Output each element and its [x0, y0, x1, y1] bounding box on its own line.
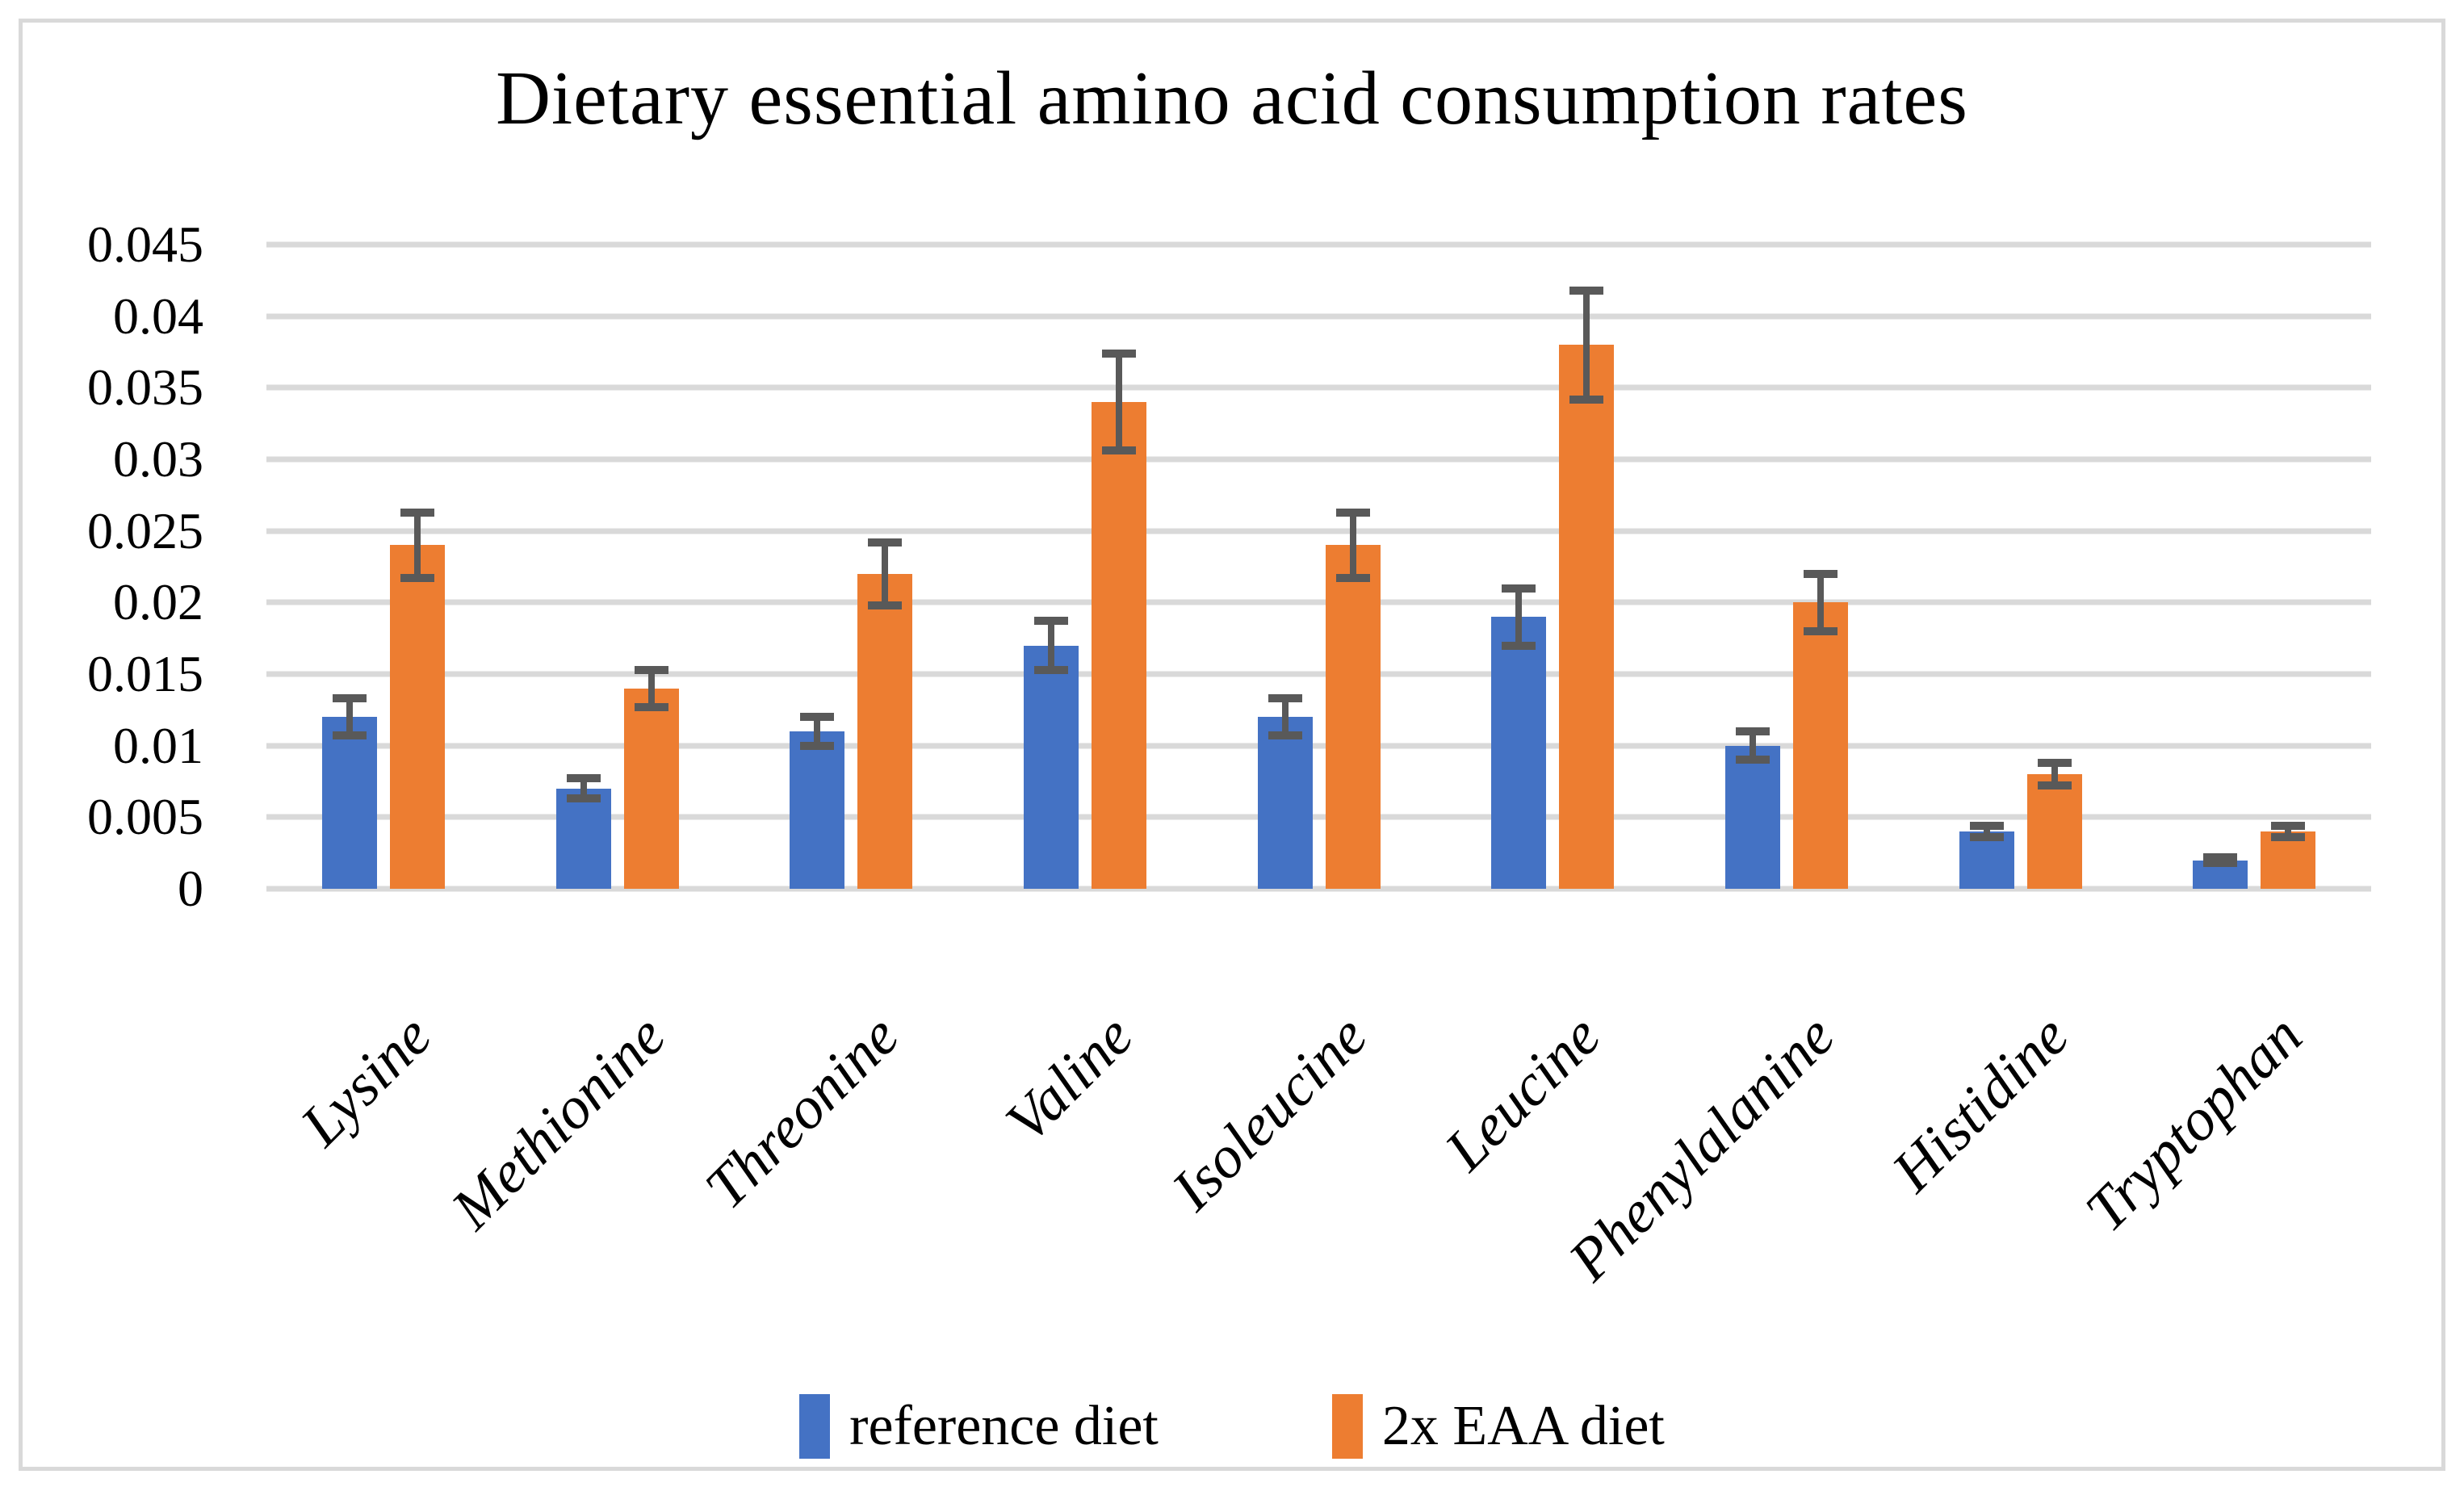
error-bar-isoleucine-2x-eaa-diet-lower-cap — [1335, 574, 1370, 583]
legend-swatch-2x-eaa-diet — [1331, 1394, 1363, 1459]
error-bar-valine-reference-diet — [1047, 621, 1054, 670]
error-bar-leucine-2x-eaa-diet — [1583, 290, 1590, 400]
y-axis-tick-0.035: 0.035 — [87, 358, 203, 417]
error-bar-phenylalanine-2x-eaa-diet-upper-cap — [1803, 569, 1838, 578]
error-bar-isoleucine-reference-diet-upper-cap — [1268, 694, 1302, 703]
error-bar-tryptophan-reference-diet-upper-cap — [2203, 852, 2238, 861]
error-bar-methionine-2x-eaa-diet-lower-cap — [634, 702, 668, 711]
error-bar-tryptophan-2x-eaa-diet-upper-cap — [2271, 821, 2306, 830]
error-bar-threonine-2x-eaa-diet-upper-cap — [868, 538, 903, 547]
gridline-0.045 — [266, 241, 2371, 248]
error-bar-threonine-2x-eaa-diet — [882, 542, 889, 605]
gridline-0.005 — [266, 814, 2371, 820]
error-bar-threonine-reference-diet — [814, 717, 821, 746]
error-bar-valine-reference-diet-lower-cap — [1033, 665, 1068, 674]
error-bar-methionine-reference-diet-lower-cap — [566, 794, 601, 803]
error-bar-leucine-2x-eaa-diet-lower-cap — [1569, 395, 1604, 404]
error-bar-histidine-2x-eaa-diet-upper-cap — [2037, 758, 2072, 767]
bar-valine-reference-diet — [1023, 645, 1079, 889]
error-bar-valine-2x-eaa-diet-upper-cap — [1101, 349, 1136, 358]
bar-leucine-reference-diet — [1491, 617, 1547, 889]
legend-item-reference-diet: reference diet — [799, 1394, 1159, 1459]
bar-isoleucine-2x-eaa-diet — [1325, 545, 1381, 889]
y-axis-tick-0.01: 0.01 — [113, 716, 203, 774]
gridline-0.035 — [266, 384, 2371, 391]
error-bar-isoleucine-2x-eaa-diet-upper-cap — [1335, 508, 1370, 517]
error-bar-tryptophan-reference-diet-lower-cap — [2203, 859, 2238, 868]
error-bar-lysine-reference-diet-lower-cap — [332, 731, 367, 740]
bar-phenylalanine-2x-eaa-diet — [1792, 602, 1848, 889]
bar-threonine-reference-diet — [790, 731, 845, 889]
error-bar-threonine-2x-eaa-diet-lower-cap — [868, 601, 903, 609]
error-bar-methionine-reference-diet-upper-cap — [566, 774, 601, 783]
error-bar-tryptophan-2x-eaa-diet-lower-cap — [2271, 833, 2306, 842]
error-bar-leucine-reference-diet-lower-cap — [1502, 641, 1536, 650]
y-axis-tick-0.03: 0.03 — [113, 430, 203, 488]
bar-leucine-2x-eaa-diet — [1559, 345, 1615, 889]
error-bar-lysine-reference-diet — [346, 698, 353, 736]
bar-isoleucine-reference-diet — [1257, 717, 1313, 889]
y-axis-tick-0: 0 — [178, 860, 203, 917]
error-bar-histidine-reference-diet — [1983, 825, 1990, 838]
y-axis-tick-0.04: 0.04 — [113, 287, 203, 345]
error-bar-methionine-reference-diet — [580, 778, 587, 799]
error-bar-isoleucine-reference-diet — [1281, 698, 1289, 736]
y-axis-tick-0.005: 0.005 — [87, 788, 203, 846]
error-bar-threonine-reference-diet-upper-cap — [800, 713, 835, 722]
legend-label-2x-eaa-diet: 2x EAA diet — [1381, 1395, 1665, 1457]
error-bar-tryptophan-2x-eaa-diet — [2285, 825, 2292, 838]
legend-swatch-reference-diet — [799, 1394, 831, 1459]
error-bar-lysine-2x-eaa-diet-upper-cap — [400, 508, 434, 517]
error-bar-valine-2x-eaa-diet-lower-cap — [1101, 446, 1136, 455]
error-bar-methionine-2x-eaa-diet-upper-cap — [634, 665, 668, 674]
error-bar-phenylalanine-reference-diet-lower-cap — [1735, 756, 1770, 764]
bar-threonine-2x-eaa-diet — [857, 573, 913, 889]
error-bar-valine-reference-diet-upper-cap — [1033, 617, 1068, 626]
error-bar-isoleucine-reference-diet-lower-cap — [1268, 731, 1302, 740]
bar-lysine-reference-diet — [321, 717, 377, 889]
y-axis-tick-0.045: 0.045 — [87, 216, 203, 273]
legend: reference diet 2x EAA diet — [0, 1382, 2464, 1471]
legend-item-2x-eaa-diet: 2x EAA diet — [1331, 1394, 1665, 1459]
gridline-0.015 — [266, 671, 2371, 677]
bar-phenylalanine-reference-diet — [1724, 745, 1780, 889]
error-bar-lysine-2x-eaa-diet — [413, 512, 421, 579]
error-bar-lysine-2x-eaa-diet-lower-cap — [400, 574, 434, 583]
error-bar-valine-2x-eaa-diet — [1115, 353, 1122, 451]
error-bar-methionine-2x-eaa-diet — [647, 669, 655, 707]
y-axis-tick-0.025: 0.025 — [87, 501, 203, 559]
bar-lysine-2x-eaa-diet — [389, 545, 445, 889]
bar-methionine-reference-diet — [555, 788, 611, 889]
error-bar-phenylalanine-2x-eaa-diet-lower-cap — [1803, 626, 1838, 635]
gridline-0.01 — [266, 743, 2371, 749]
chart-title: Dietary essential amino acid consumption… — [496, 57, 1968, 140]
legend-label-reference-diet: reference diet — [849, 1395, 1159, 1457]
error-bar-leucine-reference-diet — [1515, 588, 1523, 646]
error-bar-phenylalanine-2x-eaa-diet — [1817, 573, 1824, 631]
error-bar-threonine-reference-diet-lower-cap — [800, 741, 835, 750]
bar-valine-2x-eaa-diet — [1091, 402, 1146, 889]
error-bar-leucine-reference-diet-upper-cap — [1502, 584, 1536, 593]
y-axis-tick-0.02: 0.02 — [113, 573, 203, 631]
error-bar-phenylalanine-reference-diet-upper-cap — [1735, 727, 1770, 735]
bar-histidine-2x-eaa-diet — [2026, 774, 2082, 889]
gridline-0 — [266, 886, 2371, 892]
gridline-0.04 — [266, 313, 2371, 320]
y-axis-tick-0.015: 0.015 — [87, 645, 203, 702]
error-bar-histidine-reference-diet-upper-cap — [1969, 821, 2004, 830]
error-bar-lysine-reference-diet-upper-cap — [332, 694, 367, 703]
error-bar-isoleucine-2x-eaa-diet — [1349, 512, 1356, 579]
gridline-0.025 — [266, 528, 2371, 534]
error-bar-phenylalanine-reference-diet — [1749, 731, 1756, 760]
error-bar-histidine-reference-diet-lower-cap — [1969, 833, 2004, 842]
gridline-0.02 — [266, 599, 2371, 605]
gridline-0.03 — [266, 456, 2371, 463]
error-bar-histidine-2x-eaa-diet — [2051, 762, 2058, 786]
error-bar-histidine-2x-eaa-diet-lower-cap — [2037, 781, 2072, 790]
error-bar-leucine-2x-eaa-diet-upper-cap — [1569, 286, 1604, 295]
bar-methionine-2x-eaa-diet — [623, 688, 679, 889]
